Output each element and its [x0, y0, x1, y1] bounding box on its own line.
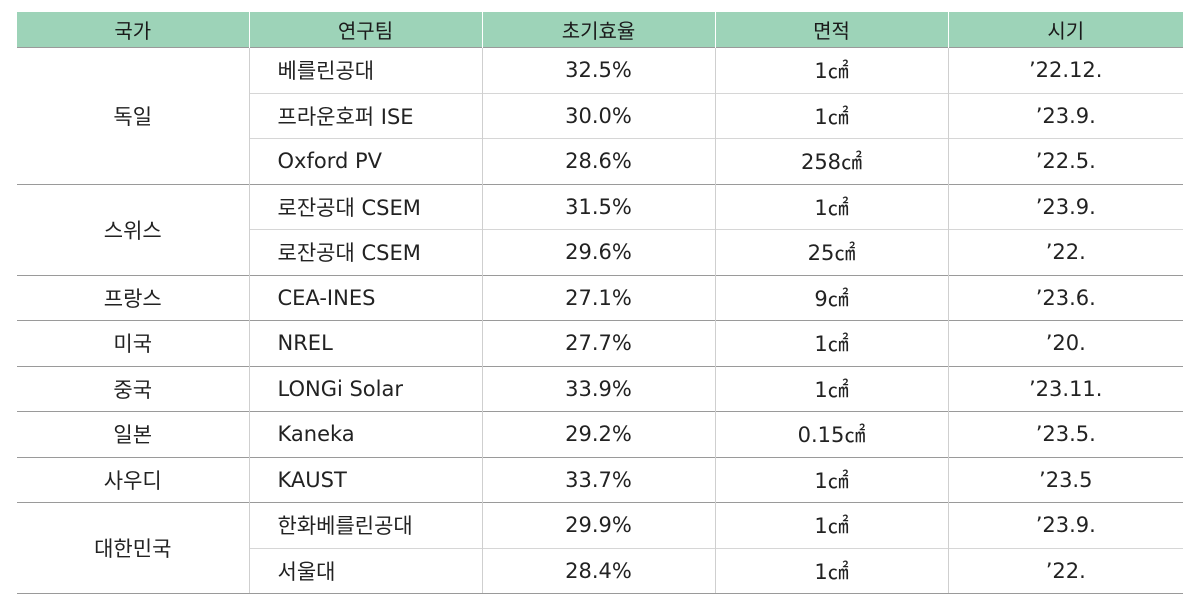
efficiency-cell: 28.6% — [481, 138, 715, 184]
date-cell: ’23.6. — [947, 274, 1183, 321]
date-cell: ’23.9. — [947, 183, 1183, 230]
date-cell: ’23.5 — [947, 456, 1183, 503]
header-row: 국가 연구팀 초기효율 면적 시기 — [17, 12, 1183, 48]
team-cell: LONGi Solar — [248, 365, 482, 412]
table-row: 사우디 KAUST 33.7% 1㎠ ’23.5 — [17, 456, 1183, 503]
date-cell: ’22. — [947, 547, 1183, 594]
table-row: 스위스 로잔공대 CSEM 31.5% 1㎠ ’23.9. — [17, 183, 1183, 275]
table-row: 서울대 28.4% 1㎠ ’22. — [17, 547, 1183, 594]
team-cell: 로잔공대 CSEM — [248, 183, 482, 230]
header-date: 시기 — [947, 12, 1183, 48]
efficiency-cell: 27.7% — [481, 320, 715, 366]
country-cell: 중국 — [17, 365, 249, 412]
table-row: 독일 베를린공대 32.5% 1㎠ ’22.12. — [17, 47, 1183, 184]
date-cell: ’20. — [947, 320, 1183, 366]
area-cell: 1㎠ — [714, 502, 948, 548]
team-cell: CEA-INES — [248, 274, 482, 321]
area-cell: 0.15㎠ — [714, 411, 948, 457]
date-cell: ’22.5. — [947, 138, 1183, 184]
country-cell: 사우디 — [17, 456, 249, 503]
efficiency-cell: 32.5% — [481, 47, 715, 93]
date-cell: ’23.9. — [947, 92, 1183, 139]
table-row: 프라운호퍼 ISE 30.0% 1㎠ ’23.9. — [17, 92, 1183, 139]
country-cell: 미국 — [17, 320, 249, 366]
table-row: Oxford PV 28.6% 258㎠ ’22.5. — [17, 138, 1183, 184]
efficiency-table-container: 국가 연구팀 초기효율 면적 시기 독일 베를린공대 32.5% 1㎠ ’22.12. 프… — [17, 12, 1183, 594]
date-cell: ’23.9. — [947, 502, 1183, 548]
area-cell: 9㎠ — [714, 274, 948, 321]
area-cell: 25㎠ — [714, 229, 948, 275]
team-cell: 서울대 — [248, 547, 482, 594]
efficiency-cell: 31.5% — [481, 183, 715, 230]
country-cell: 독일 — [17, 47, 249, 184]
area-cell: 1㎠ — [714, 547, 948, 594]
team-cell: 베를린공대 — [248, 47, 482, 93]
date-cell: ’23.11. — [947, 365, 1183, 412]
efficiency-cell: 30.0% — [481, 92, 715, 139]
team-cell: 프라운호퍼 ISE — [248, 92, 482, 139]
table-header: 국가 연구팀 초기효율 면적 시기 — [17, 12, 1183, 48]
table-row: 중국 LONGi Solar 33.9% 1㎠ ’23.11. — [17, 365, 1183, 412]
table-body: 독일 베를린공대 32.5% 1㎠ ’22.12. 프라운호퍼 ISE 30.0% 1㎠ ’23… — [17, 47, 1183, 594]
team-cell: NREL — [248, 320, 482, 366]
efficiency-cell: 33.9% — [481, 365, 715, 412]
table-row: 대한민국 한화베를린공대 29.9% 1㎠ ’23.9. — [17, 502, 1183, 594]
team-cell: Oxford PV — [248, 138, 482, 184]
area-cell: 1㎠ — [714, 365, 948, 412]
area-cell: 1㎠ — [714, 92, 948, 139]
area-cell: 1㎠ — [714, 320, 948, 366]
area-cell: 1㎠ — [714, 47, 948, 93]
date-cell: ’23.5. — [947, 411, 1183, 457]
efficiency-cell: 27.1% — [481, 274, 715, 321]
efficiency-cell: 29.2% — [481, 411, 715, 457]
table-row: 미국 NREL 27.7% 1㎠ ’20. — [17, 320, 1183, 366]
team-cell: 로잔공대 CSEM — [248, 229, 482, 275]
area-cell: 258㎠ — [714, 138, 948, 184]
country-cell: 스위스 — [17, 183, 249, 275]
table-row: 일본 Kaneka 29.2% 0.15㎠ ’23.5. — [17, 411, 1183, 457]
efficiency-table: 국가 연구팀 초기효율 면적 시기 독일 베를린공대 32.5% 1㎠ ’22.12. 프… — [17, 12, 1183, 594]
date-cell: ’22.12. — [947, 47, 1183, 93]
efficiency-cell: 29.9% — [481, 502, 715, 548]
area-cell: 1㎠ — [714, 183, 948, 230]
area-cell: 1㎠ — [714, 456, 948, 503]
team-cell: Kaneka — [248, 411, 482, 457]
efficiency-cell: 29.6% — [481, 229, 715, 275]
header-area: 면적 — [714, 12, 948, 48]
country-cell: 일본 — [17, 411, 249, 457]
header-country: 국가 — [17, 12, 249, 48]
table-row: 로잔공대 CSEM 29.6% 25㎠ ’22. — [17, 229, 1183, 275]
team-cell: KAUST — [248, 456, 482, 503]
team-cell: 한화베를린공대 — [248, 502, 482, 548]
date-cell: ’22. — [947, 229, 1183, 275]
efficiency-cell: 28.4% — [481, 547, 715, 594]
country-cell: 대한민국 — [17, 502, 249, 594]
header-team: 연구팀 — [248, 12, 482, 48]
table-row: 프랑스 CEA-INES 27.1% 9㎠ ’23.6. — [17, 274, 1183, 321]
country-cell: 프랑스 — [17, 274, 249, 321]
header-efficiency: 초기효율 — [481, 12, 715, 48]
efficiency-cell: 33.7% — [481, 456, 715, 503]
